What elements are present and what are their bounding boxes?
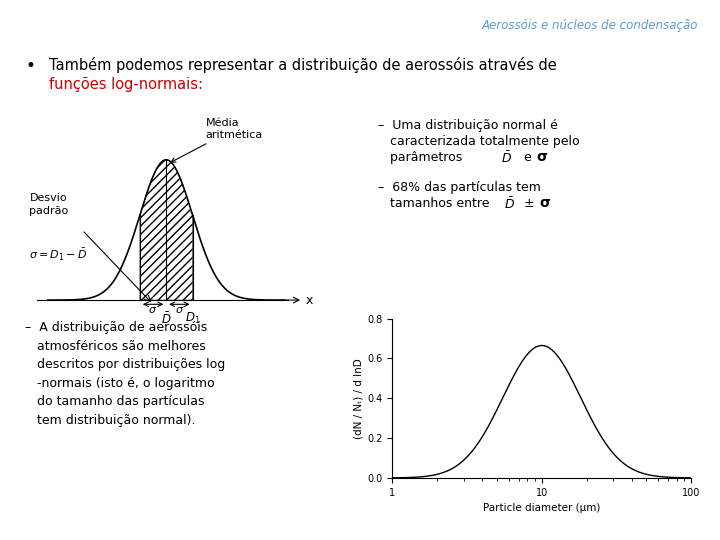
Text: ±: ± [520,197,539,210]
Text: $\bar{D}$: $\bar{D}$ [501,150,512,166]
Text: $\mathbf{\sigma}$: $\mathbf{\sigma}$ [539,196,551,210]
Text: parâmetros: parâmetros [378,151,467,164]
Text: $D_1$: $D_1$ [185,312,200,326]
Text: $\sigma = D_1 - \bar{D}$: $\sigma = D_1 - \bar{D}$ [30,247,88,263]
Text: caracterizada totalmente pelo: caracterizada totalmente pelo [378,135,580,148]
Text: $\sigma$: $\sigma$ [148,305,158,315]
Text: $\sigma$: $\sigma$ [175,305,184,315]
Text: x: x [305,294,313,307]
Text: 31: 31 [686,518,702,531]
Text: e: e [520,151,536,164]
Text: $\bar{D}$: $\bar{D}$ [161,312,171,327]
Text: $\bar{D}$: $\bar{D}$ [504,196,515,212]
Y-axis label: (dN / Nₜ) / d lnD: (dN / Nₜ) / d lnD [353,358,363,438]
Text: funções log-normais:: funções log-normais: [49,77,203,92]
Text: Aula – Aerossóis e núcleos de condensação: Aula – Aerossóis e núcleos de condensaçã… [11,518,266,531]
Text: –  Uma distribuição normal é: – Uma distribuição normal é [378,119,558,132]
Text: Também podemos representar a distribuição de aerossóis através de: Também podemos representar a distribuiçã… [49,57,557,73]
Text: Aerossóis e núcleos de condensação: Aerossóis e núcleos de condensação [482,19,698,32]
Text: –  A distribuição de aerossóis
   atmosféricos são melhores
   descritos por dis: – A distribuição de aerossóis atmosféric… [25,321,225,427]
Text: $\mathbf{\sigma}$: $\mathbf{\sigma}$ [536,150,549,164]
Text: •: • [25,57,35,75]
Text: tamanhos entre: tamanhos entre [378,197,493,210]
Text: Desvio
padrão: Desvio padrão [30,193,68,217]
Text: Média
aritmética: Média aritmética [171,118,263,162]
Text: –  68% das partículas tem: – 68% das partículas tem [378,181,541,194]
X-axis label: Particle diameter (μm): Particle diameter (μm) [483,503,600,513]
